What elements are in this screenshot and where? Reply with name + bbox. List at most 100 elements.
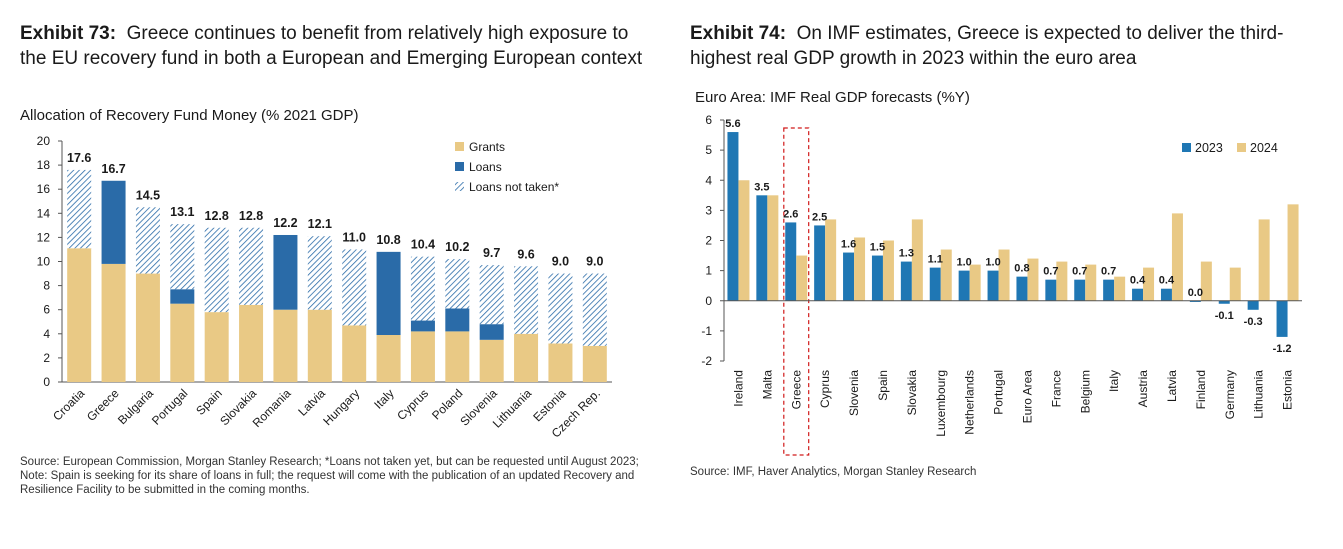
bar-2023-austria [1132,288,1144,301]
chart-74-title: Euro Area: IMF Real GDP forecasts (%Y) [695,89,970,106]
y-tick-label: 18 [37,158,51,172]
value-label-2023-slovenia: 1.6 [841,239,856,251]
category-label-italy: Italy [1107,370,1121,392]
bar-loans-portugal [170,289,195,304]
legend-swatch-loans [455,162,464,171]
bar-2023-luxembourg [929,267,941,301]
value-label-2023-belgium: 0.7 [1072,266,1087,278]
y-tick-label: 8 [43,279,50,293]
bar-2023-latvia [1160,288,1172,301]
bar-2024-austria [1143,267,1155,301]
bar-2024-slovenia [854,237,866,301]
total-label-cyprus: 10.4 [411,238,435,252]
bar-2024-malta [767,195,779,301]
category-label-spain: Spain [193,386,225,418]
bar-loans-poland [445,308,470,332]
value-label-2023-greece: 2.6 [783,208,798,220]
bar-2023-ireland [727,132,739,301]
value-label-2023-luxembourg: 1.1 [928,254,943,266]
bar-grants-slovakia [239,304,264,382]
y-tick-label: -2 [701,354,712,368]
bar-2024-portugal [998,249,1010,301]
total-label-latvia: 12.1 [308,217,332,231]
bar-2023-finland [1189,300,1201,302]
bar-loans-not-taken-portugal [170,224,195,290]
category-label-finland: Finland [1194,370,1208,409]
y-tick-label: 4 [43,327,50,341]
category-label-luxembourg: Luxembourg [934,370,948,437]
total-label-czech-rep: 9.0 [586,255,603,269]
exhibit-74-title-text: On IMF estimates, Greece is expected to … [690,23,1284,69]
total-label-portugal: 13.1 [170,205,194,219]
value-label-2023-finland: 0.0 [1188,287,1203,299]
exhibit-73-title: Exhibit 73: Greece continues to benefit … [20,21,645,71]
bar-2024-luxembourg [940,249,952,301]
bar-2023-netherlands [958,270,970,301]
bar-2024-ireland [738,180,750,301]
bar-2024-euro-area [1027,258,1039,301]
total-label-hungary: 11.0 [342,230,366,244]
legend-label-2023: 2023 [1195,141,1223,155]
bar-2024-netherlands [969,264,981,301]
total-label-italy: 10.8 [376,233,400,247]
category-label-portugal: Portugal [992,370,1006,415]
bar-grants-greece [101,263,126,382]
exhibit-73-title-text: Greece continues to benefit from relativ… [20,23,643,69]
bar-loans-not-taken-croatia [67,169,92,249]
bar-loans-not-taken-lithuania [514,266,539,334]
legend-label-loans-not-taken: Loans not taken* [469,180,559,194]
category-label-romania: Romania [250,386,294,430]
bar-2024-germany [1229,267,1241,301]
bar-grants-hungary [342,325,367,382]
category-label-ireland: Ireland [731,370,745,407]
category-label-greece: Greece [789,370,803,410]
bar-grants-slovenia [479,339,504,382]
total-label-slovakia: 12.8 [239,209,263,223]
value-label-2023-slovakia: 1.3 [899,248,914,260]
bar-loans-greece [101,180,126,264]
category-label-cyprus: Cyprus [394,386,431,423]
bar-2024-greece [796,255,808,301]
category-label-latvia: Latvia [1165,370,1179,402]
legend-label-2024: 2024 [1250,141,1278,155]
bar-loans-not-taken-hungary [342,249,367,326]
bar-grants-czech-rep [582,345,607,382]
total-label-romania: 12.2 [273,216,297,230]
category-label-spain: Spain [876,370,890,401]
bar-2023-belgium [1074,279,1086,301]
category-label-lithuania: Lithuania [1252,370,1266,419]
category-label-bulgaria: Bulgaria [115,386,156,427]
bar-loans-cyprus [410,320,435,332]
exhibit-73-source: Source: European Commission, Morgan Stan… [20,456,639,496]
y-tick-label: 10 [37,255,51,269]
bar-loans-italy [376,251,401,336]
bar-grants-spain [204,312,229,382]
category-label-croatia: Croatia [50,386,87,423]
exhibit-74-panel: Exhibit 74: On IMF estimates, Greece is … [680,0,1343,549]
legend-swatch-2023 [1182,143,1191,152]
bar-2023-slovenia [843,252,855,301]
y-tick-label: 4 [705,173,712,187]
y-tick-label: 6 [43,303,50,317]
y-tick-label: 20 [37,134,51,148]
bar-2024-slovakia [911,219,923,301]
category-label-netherlands: Netherlands [963,370,977,435]
total-label-estonia: 9.0 [552,255,569,269]
value-label-2023-portugal: 1.0 [985,257,1000,269]
value-label-2023-malta: 3.5 [754,181,769,193]
category-label-italy: Italy [371,386,396,411]
bar-grants-poland [445,331,470,382]
category-label-portugal: Portugal [149,386,191,428]
value-label-2023-italy: 0.7 [1101,266,1116,278]
category-label-latvia: Latvia [295,386,328,419]
exhibit-74-label: Exhibit 74: [690,23,787,44]
category-label-malta: Malta [760,370,774,400]
category-label-belgium: Belgium [1078,370,1092,413]
bar-loans-not-taken-slovakia [239,227,264,305]
bar-loans-not-taken-poland [445,259,470,309]
value-label-2023-lithuania: -0.3 [1244,316,1263,328]
category-label-hungary: Hungary [320,386,362,428]
bar-loans-not-taken-bulgaria [135,207,160,274]
value-label-2023-germany: -0.1 [1215,310,1234,322]
bar-2024-spain [882,240,894,301]
